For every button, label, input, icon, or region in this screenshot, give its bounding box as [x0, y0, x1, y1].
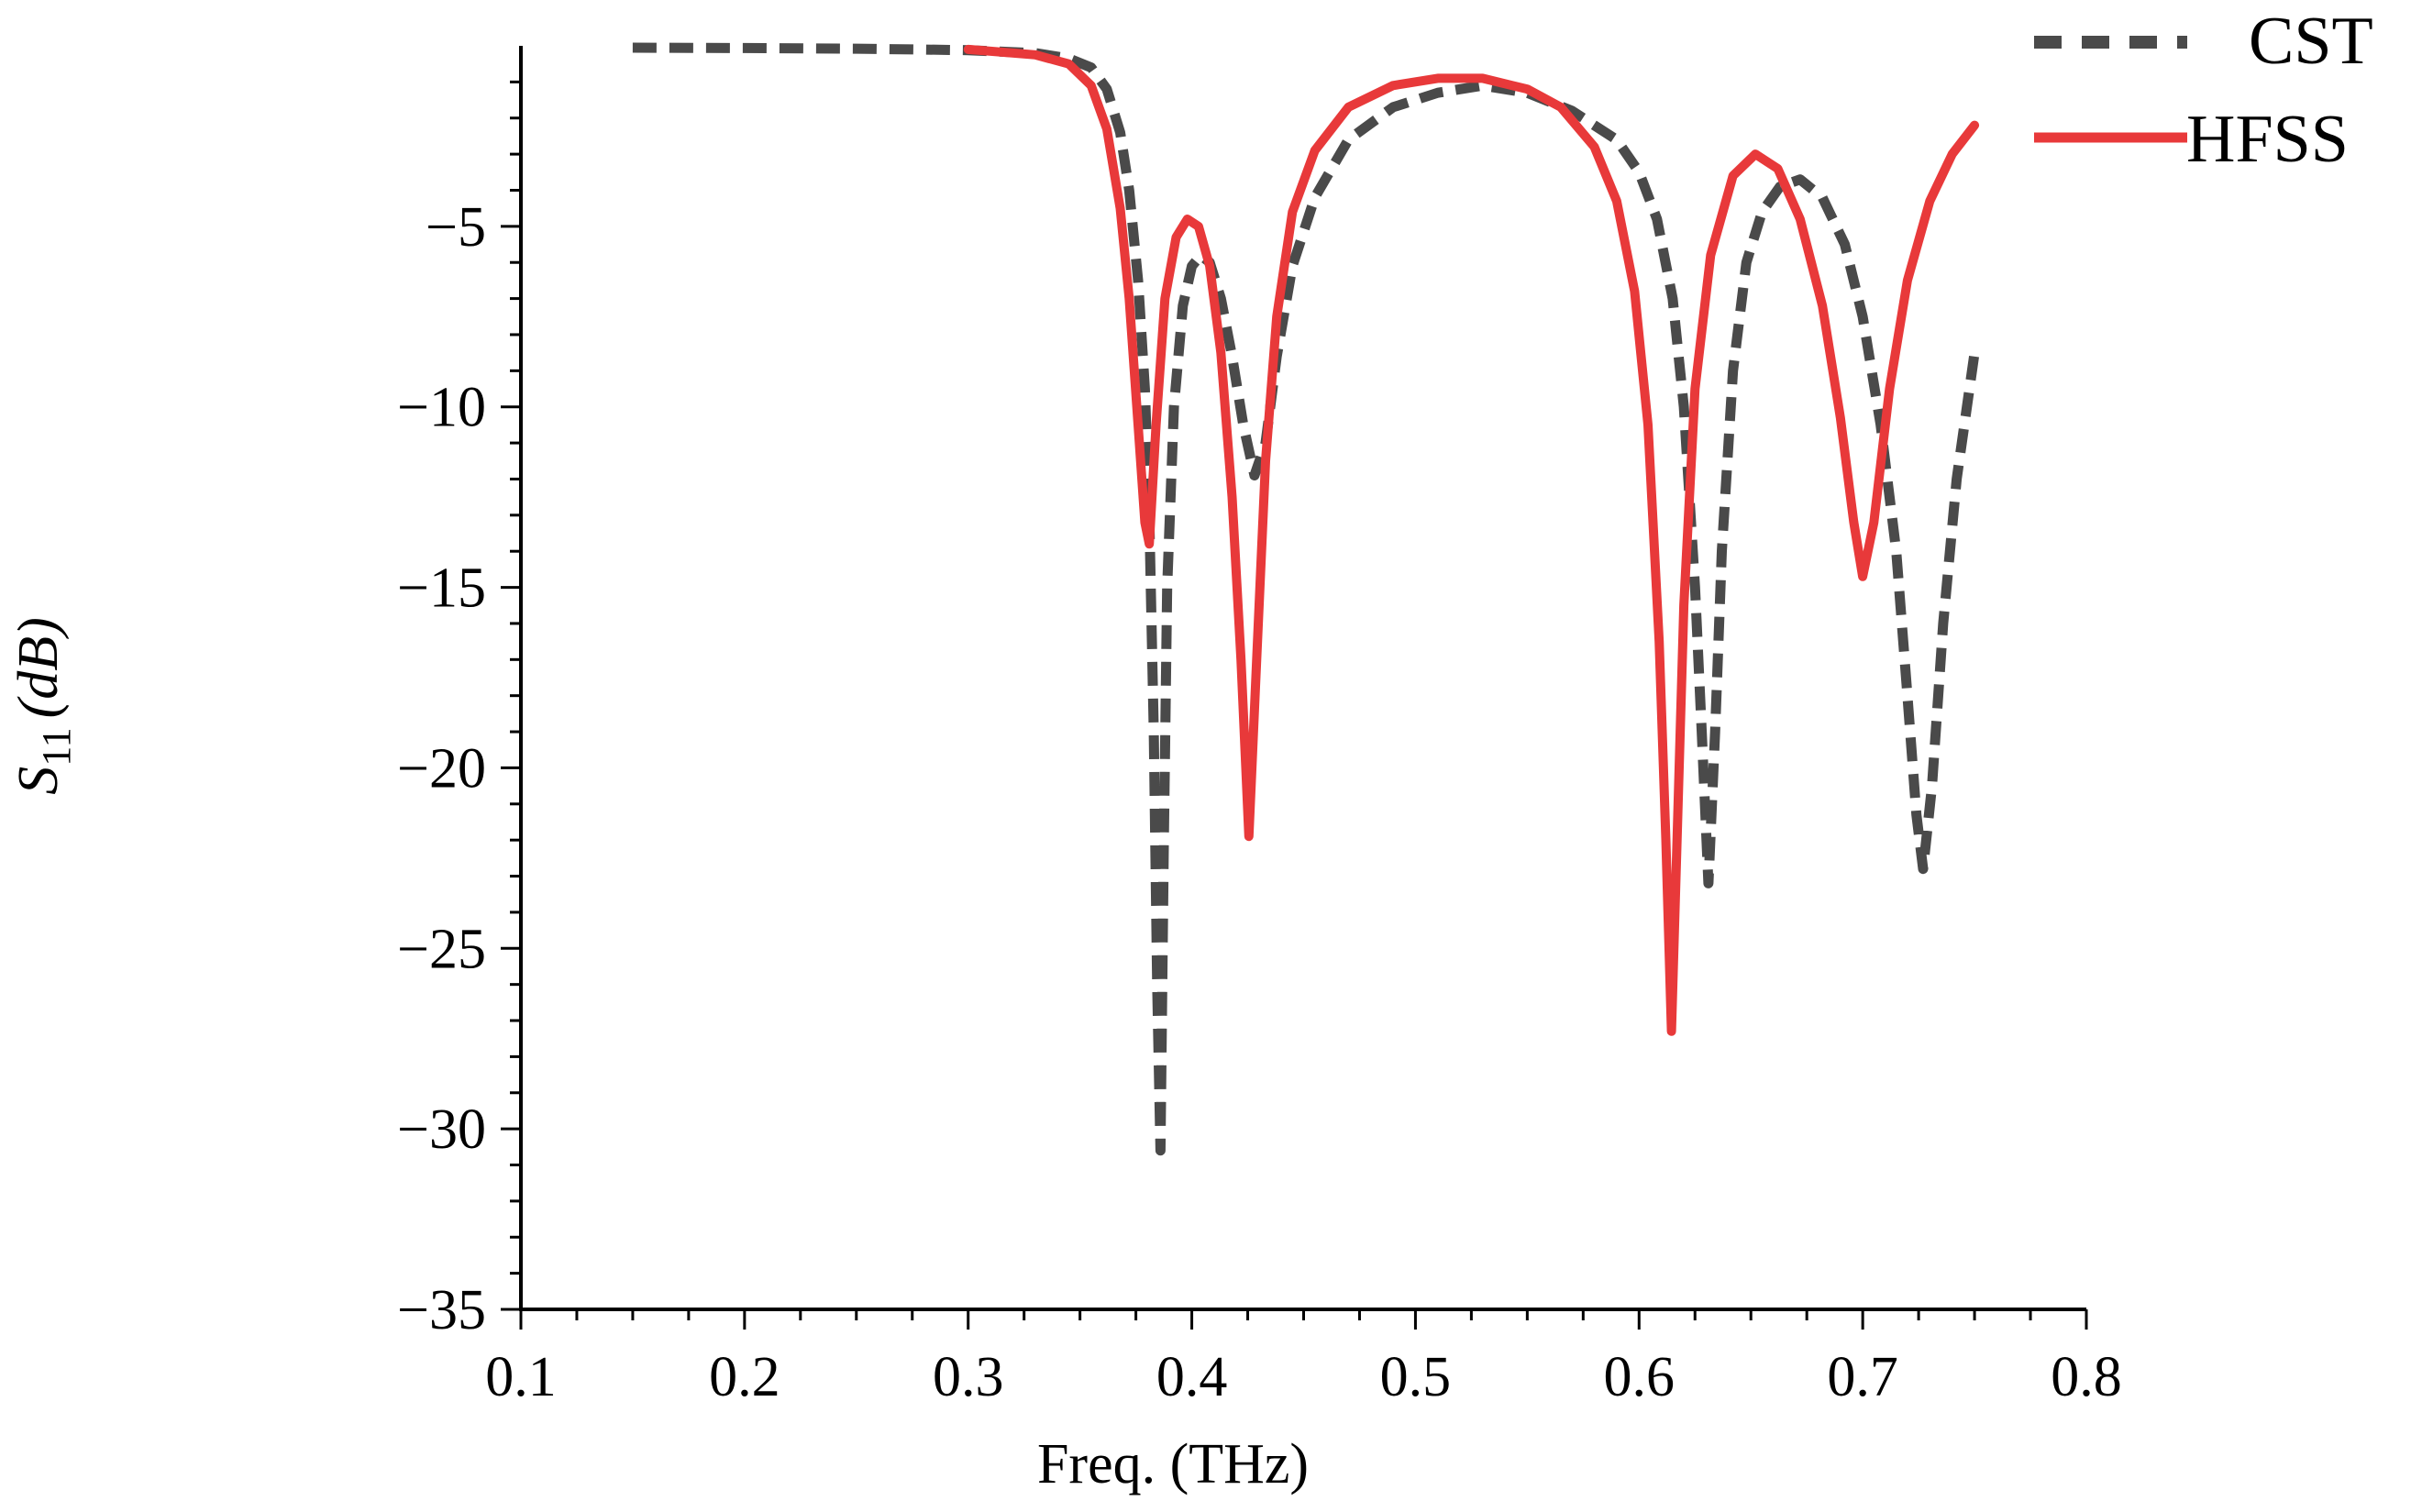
legend-item-cst: CST [2034, 4, 2373, 79]
y-tick-label: −30 [397, 1098, 486, 1161]
y-tick-label: −20 [397, 737, 486, 800]
y-tick-label: −15 [397, 557, 486, 620]
y-axis-title: S11 (dB) [7, 617, 79, 795]
x-tick-label: 0.5 [1380, 1346, 1452, 1408]
y-tick-label: −5 [426, 196, 486, 259]
y-tick-label: −10 [397, 377, 486, 439]
y-tick-label: −35 [397, 1279, 486, 1341]
x-tick-label: 0.7 [1827, 1346, 1898, 1408]
y-axis-title-base: S [7, 767, 70, 795]
y-axis-title-subscript: 11 [34, 727, 79, 766]
x-tick-label: 0.1 [485, 1346, 557, 1408]
series-lines [632, 42, 1980, 1156]
legend-label-hfss: HFSS [2186, 102, 2349, 177]
legend-label-cst: CST [2249, 4, 2373, 79]
legend: CST HFSS [2034, 4, 2373, 177]
x-tick-label: 0.4 [1156, 1346, 1228, 1408]
y-tick-labels: −5 −10 −15 −20 −25 −30 −35 [397, 196, 486, 1341]
series-line-cst [632, 42, 1980, 1156]
x-tick-label: 0.3 [933, 1346, 1004, 1408]
x-tick-labels: 0.1 0.2 0.3 0.4 0.5 0.6 0.7 0.8 [485, 1346, 2122, 1408]
legend-item-hfss: HFSS [2034, 102, 2349, 177]
x-tick-label: 0.8 [2051, 1346, 2122, 1408]
y-tick-label: −25 [397, 918, 486, 980]
series-line-hfss [963, 44, 1980, 1036]
x-axis-title: Freq. (THz) [1037, 1433, 1309, 1495]
y-axis-title-unit: (dB) [7, 617, 70, 718]
x-tick-label: 0.2 [709, 1346, 780, 1408]
x-tick-label: 0.6 [1604, 1346, 1675, 1408]
